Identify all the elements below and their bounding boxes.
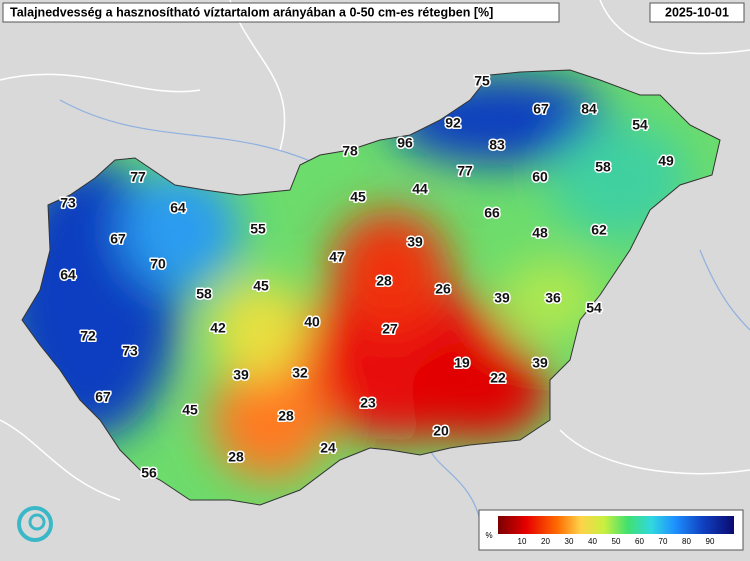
station-value: 67 bbox=[110, 231, 126, 247]
station-value: 20 bbox=[433, 423, 449, 439]
station-value: 58 bbox=[595, 159, 611, 175]
station-value: 39 bbox=[407, 234, 423, 250]
station-value: 39 bbox=[532, 355, 548, 371]
station-value: 45 bbox=[350, 189, 366, 205]
legend-unit: % bbox=[485, 531, 492, 540]
station-value: 22 bbox=[490, 370, 506, 386]
station-value: 64 bbox=[170, 200, 186, 216]
station-labels: 75 67 84 92 54 78 96 83 77 60 58 49 77 45 44 73 64 66 55 47… bbox=[59, 71, 676, 482]
station-value: 36 bbox=[545, 290, 561, 306]
title-box bbox=[2, 2, 560, 23]
logo bbox=[17, 506, 53, 542]
legend-tick-label: 40 bbox=[588, 537, 597, 546]
station-value: 67 bbox=[533, 101, 549, 117]
station-value: 73 bbox=[122, 343, 138, 359]
station-value: 84 bbox=[581, 101, 597, 117]
legend-ticks: 10 20 30 40 50 60 70 80 90 bbox=[518, 537, 715, 546]
station-value: 96 bbox=[397, 135, 413, 151]
legend-tick-label: 70 bbox=[659, 537, 668, 546]
station-value: 56 bbox=[141, 465, 157, 481]
legend-tick-label: 10 bbox=[518, 537, 527, 546]
station-value: 77 bbox=[130, 169, 146, 185]
colorbar bbox=[498, 516, 734, 534]
station-value: 42 bbox=[210, 320, 226, 336]
station-value: 28 bbox=[376, 273, 392, 289]
station-value: 45 bbox=[182, 402, 198, 418]
station-value: 58 bbox=[196, 286, 212, 302]
station-value: 28 bbox=[278, 408, 294, 424]
station-value: 32 bbox=[292, 365, 308, 381]
station-value: 47 bbox=[329, 249, 345, 265]
station-value: 92 bbox=[445, 115, 461, 131]
title: Talajnedvesség a hasznosítható víztartal… bbox=[10, 5, 493, 19]
station-value: 24 bbox=[320, 440, 336, 456]
station-value: 83 bbox=[489, 137, 505, 153]
station-value: 73 bbox=[60, 195, 76, 211]
station-value: 26 bbox=[435, 281, 451, 297]
station-value: 67 bbox=[95, 389, 111, 405]
station-value: 66 bbox=[484, 205, 500, 221]
station-value: 40 bbox=[304, 314, 320, 330]
station-value: 62 bbox=[591, 222, 607, 238]
station-value: 75 bbox=[474, 73, 490, 89]
station-value: 45 bbox=[253, 278, 269, 294]
station-value: 39 bbox=[494, 290, 510, 306]
station-value: 54 bbox=[632, 117, 648, 133]
station-value: 55 bbox=[250, 221, 266, 237]
rivers bbox=[59, 99, 750, 521]
date: 2025-10-01 bbox=[665, 5, 729, 19]
legend-tick-label: 50 bbox=[612, 537, 621, 546]
station-value: 44 bbox=[412, 181, 428, 197]
station-value: 28 bbox=[228, 449, 244, 465]
legend-tick-label: 60 bbox=[635, 537, 644, 546]
legend-tick-label: 90 bbox=[706, 537, 715, 546]
station-value: 64 bbox=[60, 267, 76, 283]
station-value: 77 bbox=[457, 163, 473, 179]
date-box bbox=[649, 2, 745, 23]
station-value: 19 bbox=[454, 355, 470, 371]
borders bbox=[0, 0, 750, 501]
station-value: 70 bbox=[150, 256, 166, 272]
legend-tick-label: 30 bbox=[565, 537, 574, 546]
station-value: 72 bbox=[80, 328, 96, 344]
station-value: 27 bbox=[382, 321, 398, 337]
legend-tick-label: 80 bbox=[682, 537, 691, 546]
station-value: 48 bbox=[532, 225, 548, 241]
station-value: 60 bbox=[532, 169, 548, 185]
station-value: 49 bbox=[658, 153, 674, 169]
station-value: 54 bbox=[586, 300, 602, 316]
station-value: 23 bbox=[360, 395, 376, 411]
station-value: 78 bbox=[342, 143, 358, 159]
station-value: 39 bbox=[233, 367, 249, 383]
legend-tick-label: 20 bbox=[541, 537, 550, 546]
